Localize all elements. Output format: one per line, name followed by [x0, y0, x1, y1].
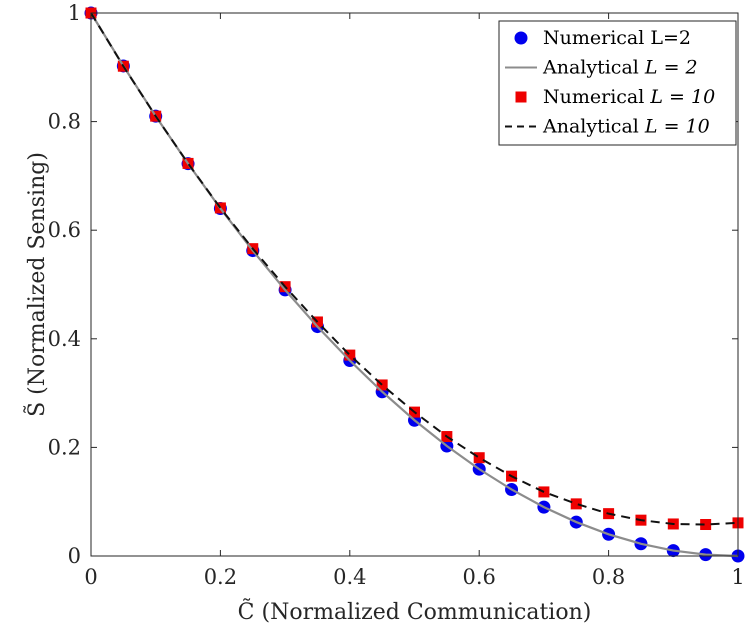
plot-area: [90, 12, 739, 557]
legend-marker-square: [515, 91, 527, 103]
legend-label-text: Numerical L=2: [543, 27, 691, 49]
x-tick-label: 0.8: [592, 565, 625, 589]
data-point-square: [570, 498, 582, 510]
series-line-analytical-l10: [90, 12, 739, 526]
y-axis-label: S̃ (Normalized Sensing): [24, 152, 50, 417]
legend-label-math: L = 10: [649, 86, 715, 108]
axis-ticks: 0 0.2 0.4 0.6 0.8 1 0 0.2 0.4 0.6 0.8 1: [48, 1, 745, 589]
y-tick-label: 0.2: [48, 435, 81, 459]
legend-label-text: Analytical: [542, 116, 645, 138]
y-tick-label: 0.4: [48, 327, 81, 351]
legend-box: [498, 20, 737, 146]
legend-label-math: L = 10: [644, 116, 710, 138]
legend-entry-label: Analytical L = 10: [542, 116, 710, 138]
legend-entry-label: Numerical L=2: [543, 27, 691, 49]
y-tick-label: 0.8: [48, 110, 81, 134]
x-tick-label: 0.4: [333, 565, 366, 589]
x-axis-label: C̃ (Normalized Communication): [238, 599, 592, 625]
legend: Numerical L=2 Analytical L = 2 Numerical L…: [498, 20, 737, 146]
legend-label-math: L = 2: [644, 57, 698, 79]
y-tick-label: 0.6: [48, 218, 81, 242]
y-tick-label: 0: [68, 544, 81, 568]
legend-entry-label: Numerical L = 10: [543, 86, 715, 108]
x-tick-label: 0.2: [204, 565, 237, 589]
data-point-square: [344, 349, 356, 361]
x-tick-label: 1: [731, 565, 744, 589]
legend-entry-label: Analytical L = 2: [542, 57, 698, 79]
data-point-square: [473, 452, 485, 464]
legend-label-text: Analytical: [542, 57, 645, 79]
legend-marker-circle: [514, 31, 528, 45]
legend-label-text: Numerical: [543, 86, 650, 108]
x-tick-label: 0: [84, 565, 97, 589]
data-point-square: [376, 379, 388, 391]
data-point-square: [700, 519, 712, 531]
x-tick-label: 0.6: [462, 565, 495, 589]
plot-marks: [84, 6, 745, 563]
y-tick-label: 1: [68, 1, 81, 25]
